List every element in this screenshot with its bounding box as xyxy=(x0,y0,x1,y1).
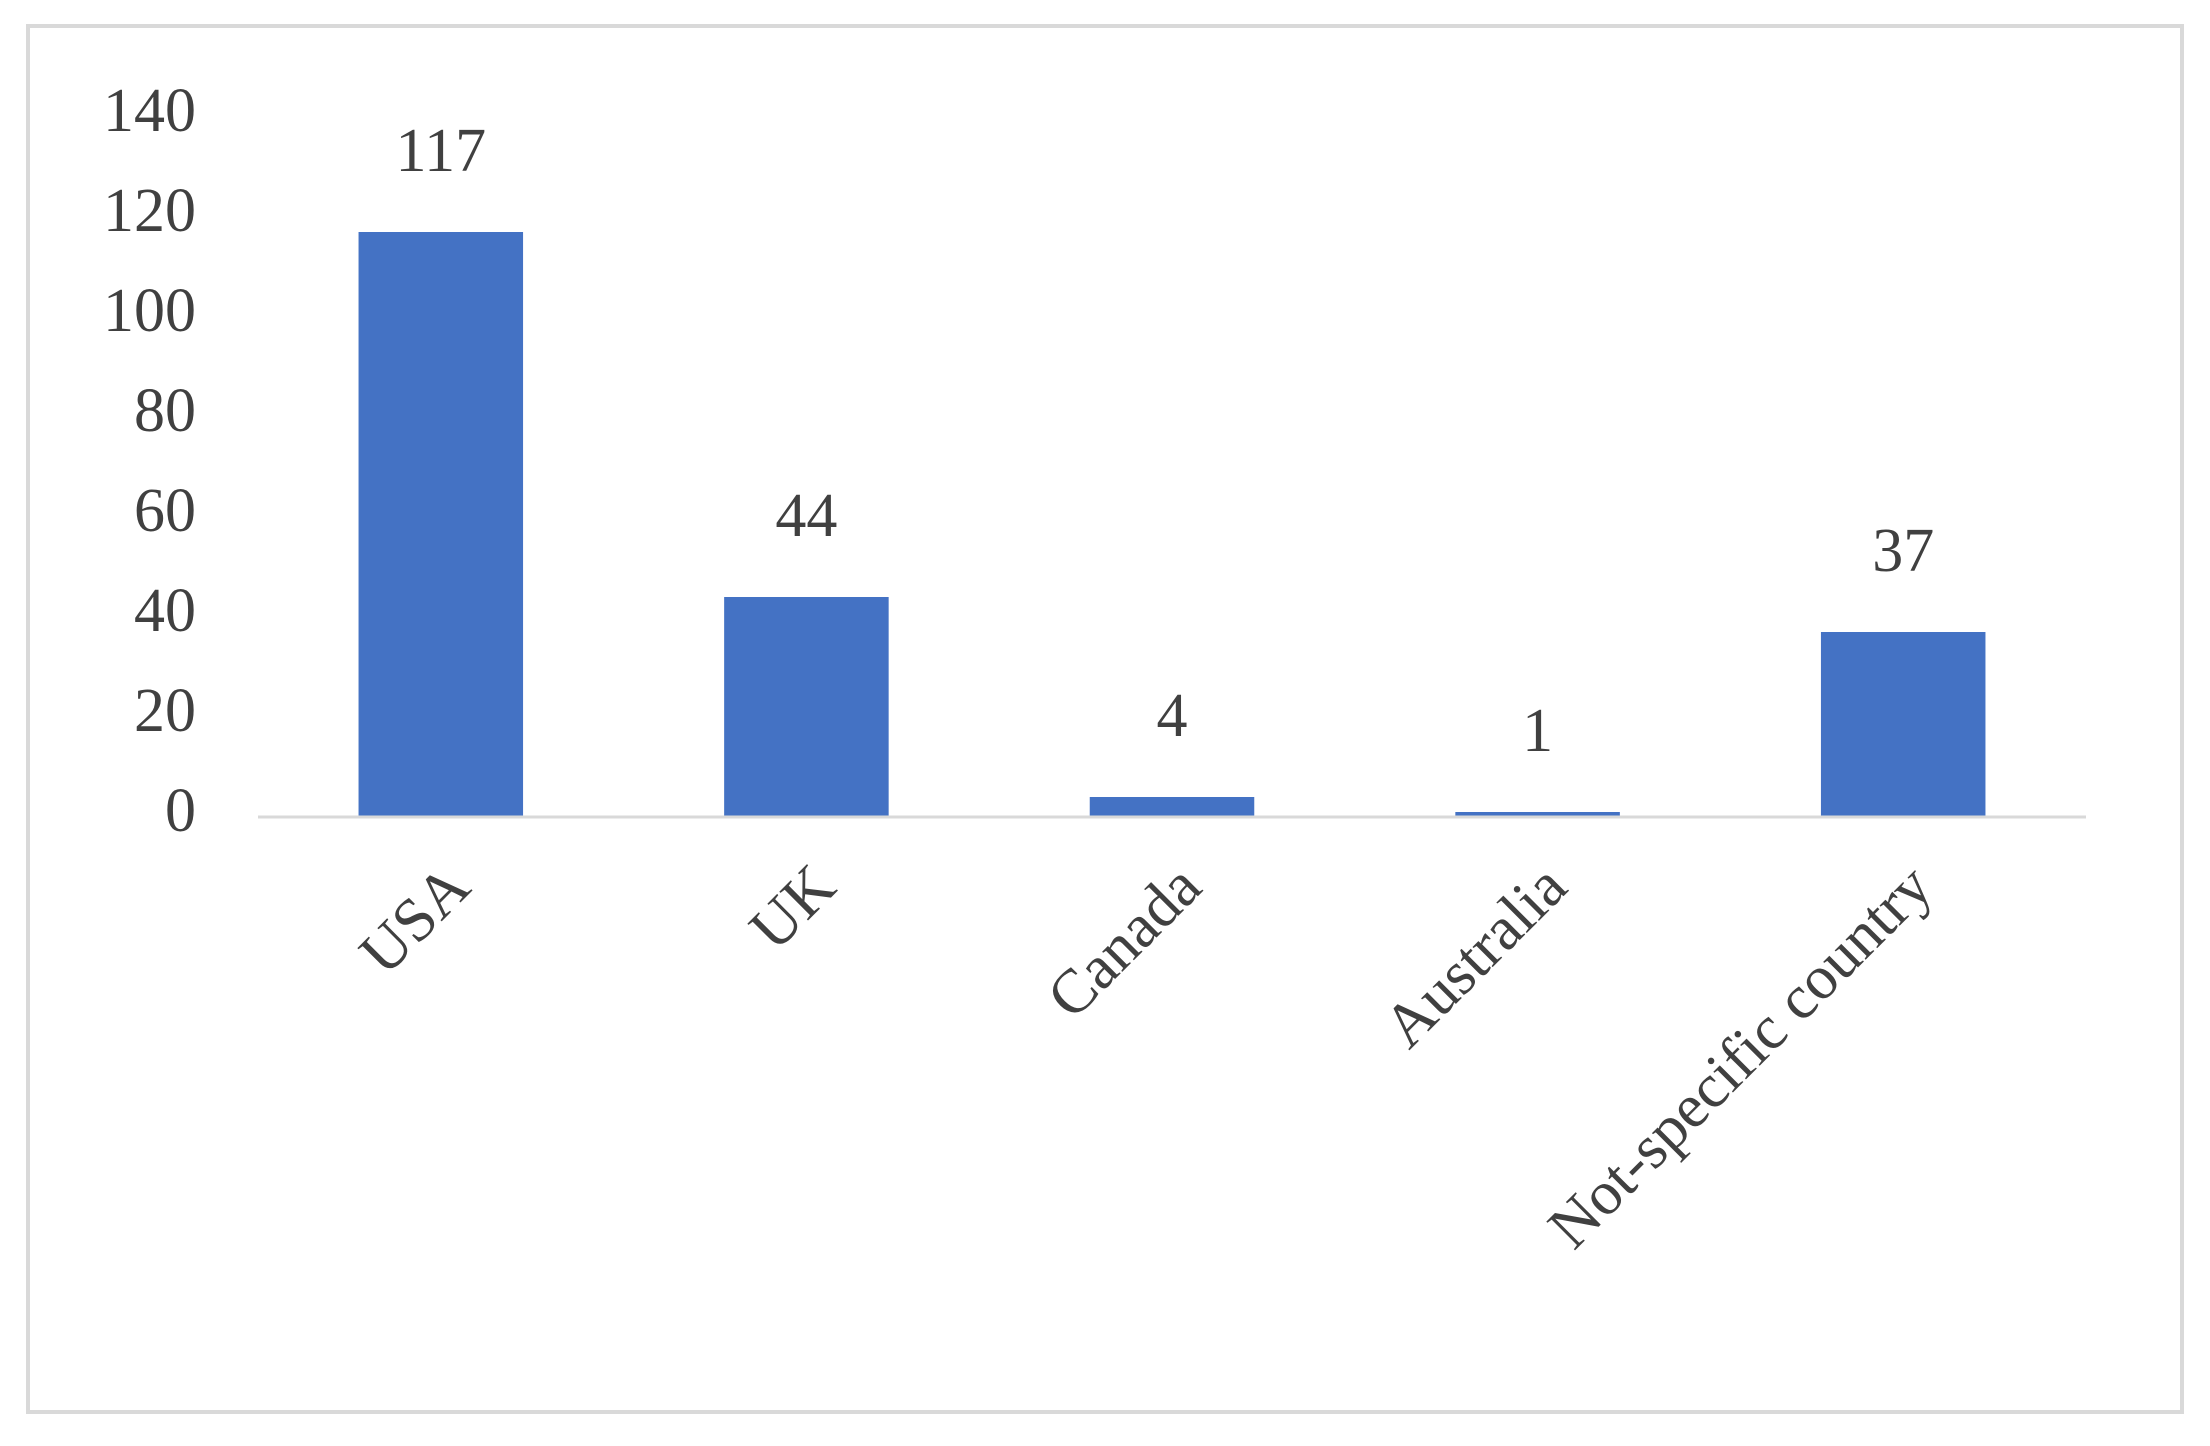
bar xyxy=(358,232,524,817)
data-label: 37 xyxy=(1872,517,1934,585)
bar xyxy=(1089,797,1255,817)
bar xyxy=(1455,812,1620,817)
y-tick-label: 140 xyxy=(103,77,196,145)
bar xyxy=(1820,632,1986,817)
y-tick-label: 60 xyxy=(134,477,196,545)
y-tick-label: 100 xyxy=(103,277,196,345)
data-label: 4 xyxy=(1157,682,1188,750)
y-tick-label: 0 xyxy=(165,777,196,845)
data-label: 44 xyxy=(775,482,837,550)
y-tick-label: 120 xyxy=(103,177,196,245)
y-tick-label: 20 xyxy=(134,677,196,745)
y-tick-label: 40 xyxy=(134,577,196,645)
data-label: 117 xyxy=(395,117,486,185)
y-tick-label: 80 xyxy=(134,377,196,445)
bar xyxy=(724,597,889,817)
data-label: 1 xyxy=(1522,697,1553,765)
